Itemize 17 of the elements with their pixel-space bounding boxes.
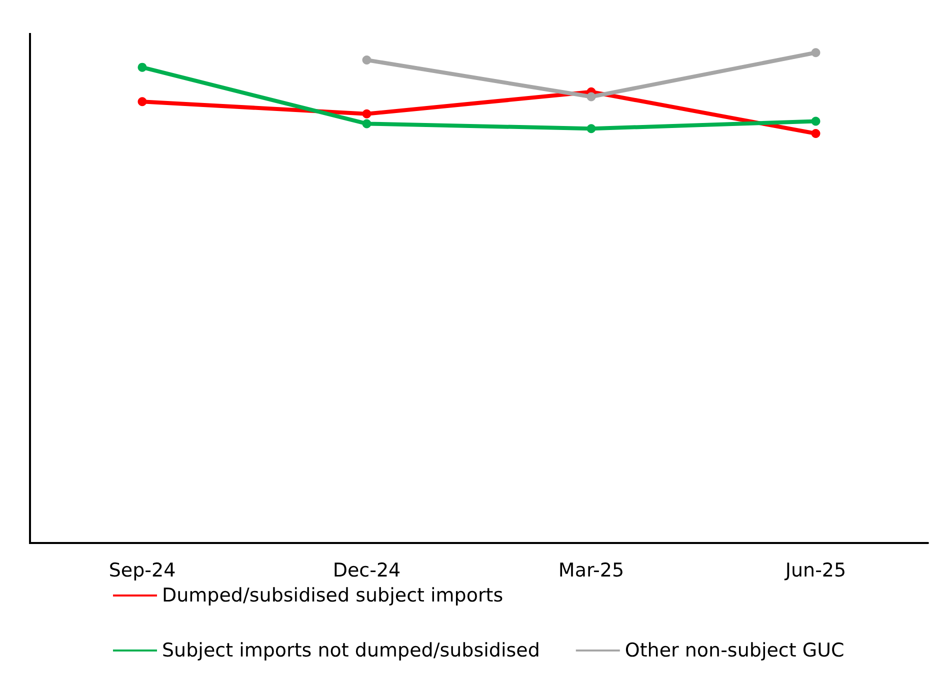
point — [362, 55, 372, 64]
point — [811, 48, 820, 58]
x-tick-label: Jun-25 — [784, 560, 846, 582]
point — [362, 109, 372, 118]
legend-label: Other non-subject GUC — [624, 640, 844, 662]
point — [586, 92, 596, 102]
x-tick-label: Sep-24 — [108, 560, 176, 582]
x-tick-label: Mar-25 — [558, 560, 624, 582]
point — [811, 129, 820, 138]
point — [138, 62, 147, 72]
legend-label: Dumped/subsidised subject imports — [162, 584, 504, 606]
point — [586, 124, 596, 134]
point — [362, 119, 372, 128]
x-tick-label: Dec-24 — [332, 560, 401, 582]
point — [138, 97, 147, 106]
point — [811, 116, 820, 126]
legend-label: Subject imports not dumped/subsidised — [162, 640, 540, 662]
